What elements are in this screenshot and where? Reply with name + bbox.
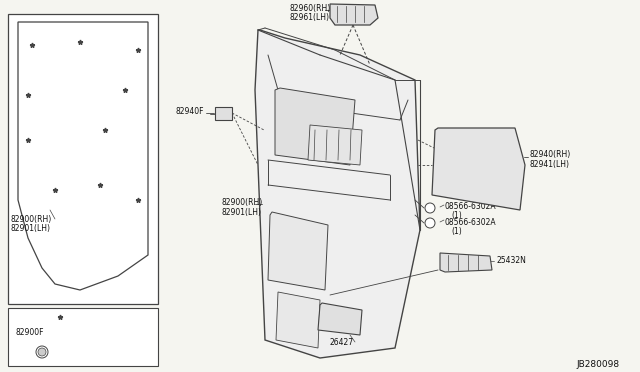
Bar xyxy=(8,308,158,366)
Polygon shape xyxy=(330,4,378,25)
Text: 08566-6302A: 08566-6302A xyxy=(445,218,497,227)
Polygon shape xyxy=(308,125,362,165)
Text: S: S xyxy=(428,205,432,211)
Text: (1): (1) xyxy=(451,227,461,236)
Polygon shape xyxy=(276,292,320,348)
Text: 82940F: 82940F xyxy=(175,107,204,116)
Text: 25432N: 25432N xyxy=(497,256,527,265)
Circle shape xyxy=(36,346,48,358)
Text: JB280098: JB280098 xyxy=(577,360,620,369)
Polygon shape xyxy=(318,303,362,335)
Text: 82900(RH): 82900(RH) xyxy=(222,198,263,207)
Polygon shape xyxy=(215,107,232,120)
Text: 82901(LH): 82901(LH) xyxy=(10,224,50,233)
Text: 82961(LH): 82961(LH) xyxy=(290,13,330,22)
Polygon shape xyxy=(268,212,328,290)
Circle shape xyxy=(425,203,435,213)
Text: 82901(LH): 82901(LH) xyxy=(222,208,262,217)
Text: 82941(LH): 82941(LH) xyxy=(530,160,570,169)
Text: 82900F: 82900F xyxy=(15,328,44,337)
Text: (1): (1) xyxy=(451,211,461,220)
Circle shape xyxy=(38,348,46,356)
Text: 82960(RH): 82960(RH) xyxy=(290,4,332,13)
Text: 08566-6302A: 08566-6302A xyxy=(445,202,497,211)
Text: 82940(RH): 82940(RH) xyxy=(530,150,572,159)
Polygon shape xyxy=(275,88,355,165)
Circle shape xyxy=(425,218,435,228)
Text: 82900(RH): 82900(RH) xyxy=(10,215,51,224)
Polygon shape xyxy=(18,22,148,290)
Polygon shape xyxy=(440,253,492,272)
Text: 26427: 26427 xyxy=(330,338,354,347)
Text: S: S xyxy=(428,221,432,225)
Polygon shape xyxy=(432,128,525,210)
Polygon shape xyxy=(255,30,420,358)
Bar xyxy=(8,14,158,304)
